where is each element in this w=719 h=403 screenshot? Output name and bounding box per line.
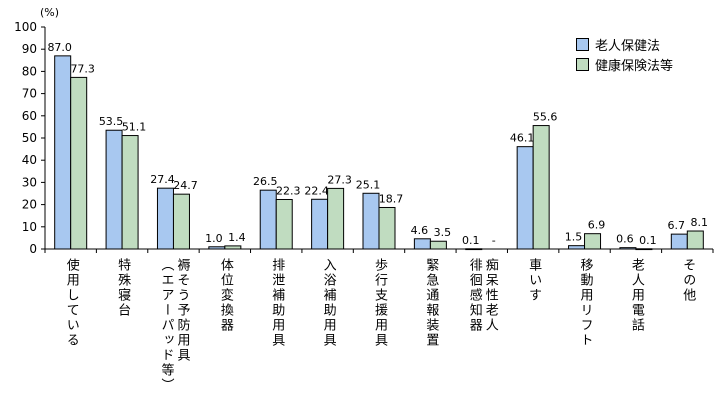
bar bbox=[208, 246, 226, 250]
bar bbox=[516, 146, 534, 250]
bar bbox=[105, 129, 123, 250]
bar bbox=[532, 125, 550, 250]
bar bbox=[311, 198, 329, 250]
y-tick-label: 50 bbox=[22, 131, 37, 145]
data-label: 1.5 bbox=[565, 231, 583, 244]
bar bbox=[670, 233, 688, 250]
y-tick-label: 100 bbox=[14, 20, 37, 34]
data-label: 1.0 bbox=[205, 232, 223, 245]
data-label: 0.6 bbox=[616, 233, 634, 246]
x-tick-label: 車いす bbox=[526, 258, 542, 303]
legend-item-1: 健康保険法等 bbox=[576, 55, 673, 74]
x-tick-label: 移動用リフト bbox=[577, 258, 593, 348]
y-tick-label: 30 bbox=[22, 175, 37, 189]
data-label: 51.1 bbox=[122, 121, 147, 134]
legend-label: 健康保険法等 bbox=[595, 59, 674, 74]
data-label: 53.5 bbox=[99, 115, 124, 128]
bar bbox=[121, 135, 139, 250]
data-label: 0.1 bbox=[639, 234, 657, 247]
data-label: - bbox=[492, 234, 496, 247]
data-label: 0.1 bbox=[462, 234, 480, 247]
y-tick-label: 70 bbox=[22, 87, 37, 101]
data-label: 27.4 bbox=[150, 173, 175, 186]
legend-swatch bbox=[576, 58, 589, 71]
bar bbox=[686, 230, 704, 250]
data-label: 18.7 bbox=[379, 192, 404, 205]
y-axis-label: (%) bbox=[40, 6, 59, 19]
data-label: 22.4 bbox=[304, 184, 329, 197]
data-label: 26.5 bbox=[253, 175, 278, 188]
legend-item-0: 老人保健法 bbox=[576, 35, 660, 54]
bar bbox=[224, 245, 242, 250]
bar bbox=[413, 238, 431, 250]
data-label: 1.4 bbox=[228, 231, 246, 244]
bar bbox=[275, 198, 293, 250]
bar bbox=[584, 233, 602, 250]
data-label: 8.1 bbox=[691, 216, 709, 229]
bar bbox=[635, 248, 653, 251]
bar bbox=[429, 240, 447, 250]
x-tick-label: その他 bbox=[680, 258, 696, 303]
bar bbox=[70, 76, 88, 250]
bar bbox=[619, 247, 637, 250]
x-tick-label: 入浴補助用具 bbox=[320, 258, 336, 348]
bar bbox=[259, 189, 277, 250]
data-label: 25.1 bbox=[356, 178, 381, 191]
bar bbox=[54, 55, 72, 250]
x-tick-label: 老人用電話 bbox=[628, 258, 644, 333]
data-label: 77.3 bbox=[70, 62, 95, 75]
y-tick-label: 40 bbox=[22, 153, 37, 167]
x-tick-label: 排泄補助用具 bbox=[269, 258, 285, 348]
y-tick-label: 80 bbox=[22, 64, 37, 78]
bar bbox=[156, 187, 174, 250]
y-tick-label: 60 bbox=[22, 109, 37, 123]
y-tick-label: 0 bbox=[29, 242, 37, 256]
data-label: 27.3 bbox=[327, 173, 352, 186]
data-label: 46.1 bbox=[510, 132, 535, 145]
bar bbox=[327, 187, 345, 250]
bar bbox=[362, 192, 380, 250]
data-label: 4.6 bbox=[411, 224, 429, 237]
y-tick-label: 10 bbox=[22, 220, 37, 234]
x-tick-label: 歩行支援用具 bbox=[372, 258, 387, 348]
legend-swatch bbox=[576, 38, 589, 51]
data-label: 6.9 bbox=[588, 219, 606, 232]
x-tick-label: 痴呆性老人 徘徊感知器 bbox=[466, 258, 498, 333]
x-tick-label: 使用している bbox=[63, 258, 79, 348]
x-tick-label: 褥そう予防用具 （エアーパッド等） bbox=[158, 258, 190, 393]
data-label: 6.7 bbox=[668, 219, 686, 232]
y-tick-label: 20 bbox=[22, 198, 37, 212]
x-tick-label: 体位変換器 bbox=[217, 258, 233, 333]
y-tick-label: 90 bbox=[22, 42, 37, 56]
x-tick-label: 特殊寝台 bbox=[115, 258, 131, 318]
x-tick-label: 緊急通報装置 bbox=[423, 258, 439, 348]
bar bbox=[568, 245, 586, 250]
data-label: 24.7 bbox=[173, 179, 198, 192]
bar bbox=[172, 193, 190, 250]
data-label: 22.3 bbox=[276, 184, 301, 197]
legend-label: 老人保健法 bbox=[595, 39, 661, 54]
bar bbox=[378, 206, 396, 250]
data-label: 55.6 bbox=[533, 111, 558, 124]
bar bbox=[465, 248, 483, 251]
data-label: 87.0 bbox=[47, 41, 72, 54]
data-label: 3.5 bbox=[434, 226, 452, 239]
